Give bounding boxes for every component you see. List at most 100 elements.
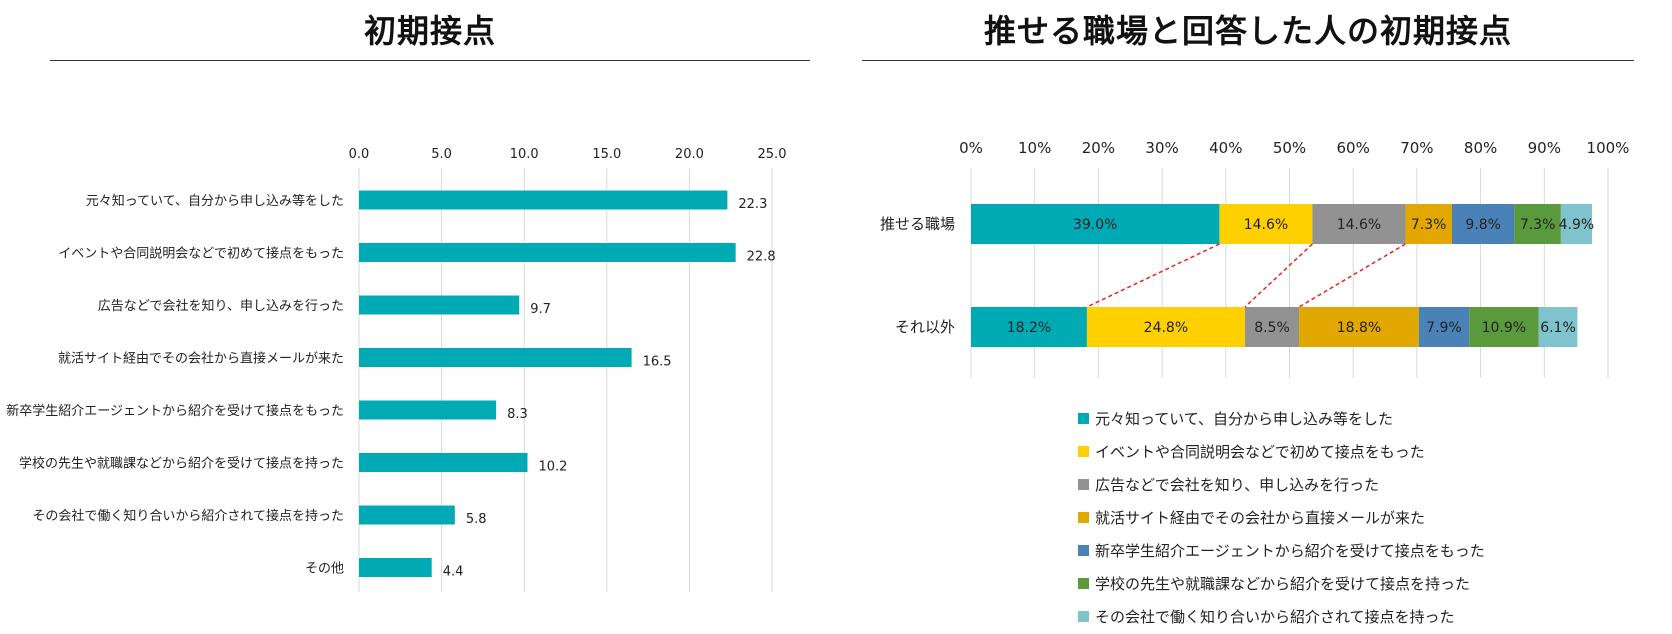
right-segment-label: 18.2%	[1007, 320, 1051, 336]
right-segment-label: 7.3%	[1520, 217, 1556, 233]
left-title-rule	[50, 60, 810, 61]
right-x-tick-label: 90%	[1528, 139, 1561, 157]
right-bar-segment	[1312, 204, 1406, 244]
legend-swatch	[1078, 545, 1089, 556]
right-category-label: それ以外	[895, 318, 955, 336]
legend-label: 元々知っていて、自分から申し込み等をした	[1095, 410, 1394, 428]
series-connector-line	[1298, 243, 1406, 308]
right-x-tick-label: 70%	[1400, 139, 1433, 157]
left-data-label: 8.3	[507, 407, 528, 422]
left-bar	[359, 243, 736, 262]
left-data-label: 9.7	[530, 302, 551, 317]
right-bar-segment	[1244, 307, 1300, 347]
left-category-label: 新卒学生紹介エージェントから紹介を受けて接点をもった	[6, 403, 344, 419]
legend-label: その会社で働く知り合いから紹介されて接点を持った	[1095, 608, 1455, 626]
left-category-label: その会社で働く知り合いから紹介されて接点を持った	[32, 508, 344, 524]
right-bar-segment	[1469, 307, 1539, 347]
right-x-tick-label: 0%	[959, 139, 983, 157]
legend-label: イベントや合同説明会などで初めて接点をもった	[1095, 443, 1425, 461]
right-bar-segment	[1405, 204, 1452, 244]
right-segment-label: 39.0%	[1073, 217, 1117, 233]
left-chart-title: 初期接点	[363, 12, 496, 50]
legend-item: 就活サイト経由でその会社から直接メールが来た	[1078, 501, 1485, 534]
right-segment-label: 14.6%	[1337, 217, 1381, 233]
left-data-label: 5.8	[466, 512, 487, 527]
legend-item: イベントや合同説明会などで初めて接点をもった	[1078, 435, 1485, 468]
left-category-label: その他	[305, 562, 344, 577]
right-x-tick-label: 30%	[1145, 139, 1178, 157]
legend-swatch	[1078, 446, 1089, 457]
right-bar-segment	[1514, 204, 1561, 244]
left-bar	[359, 505, 455, 525]
right-x-tick-label: 40%	[1209, 139, 1242, 157]
right-bar-segment	[1086, 307, 1245, 347]
left-bar	[359, 453, 528, 472]
legend-label: 広告などで会社を知り、申し込みを行った	[1095, 476, 1380, 494]
left-bar	[359, 558, 432, 577]
legend-item: 学校の先生や就職課などから紹介を受けて接点を持った	[1078, 567, 1485, 600]
series-connector-line	[1244, 243, 1313, 308]
stacked-chart-legend: 元々知っていて、自分から申し込み等をしたイベントや合同説明会などで初めて接点をも…	[1078, 402, 1485, 633]
left-category-label: 就活サイト経由でその会社から直接メールが来た	[58, 351, 344, 367]
right-segment-label: 18.8%	[1337, 320, 1381, 336]
legend-swatch	[1078, 413, 1089, 424]
right-x-tick-label: 60%	[1337, 139, 1370, 157]
legend-swatch	[1078, 611, 1089, 622]
left-bar	[359, 295, 520, 315]
right-segment-label: 4.9%	[1559, 217, 1595, 233]
right-category-label: 推せる職場	[880, 215, 955, 233]
right-x-tick-label: 100%	[1587, 139, 1630, 157]
right-segment-label: 7.9%	[1426, 320, 1462, 336]
left-bar	[359, 400, 497, 420]
right-segment-label: 14.6%	[1244, 217, 1288, 233]
right-bar-segment	[1560, 204, 1593, 244]
right-bar-segment	[1451, 204, 1515, 244]
left-data-label: 22.3	[738, 197, 767, 212]
series-connector-line	[1086, 243, 1220, 308]
left-category-label: 元々知っていて、自分から申し込み等をした	[86, 193, 344, 209]
right-segment-label: 9.8%	[1465, 217, 1501, 233]
right-title-rule	[862, 60, 1634, 61]
left-bar	[359, 348, 632, 367]
left-x-tick-label: 5.0	[431, 147, 452, 162]
left-data-label: 4.4	[443, 565, 464, 580]
legend-item: 広告などで会社を知り、申し込みを行った	[1078, 468, 1485, 501]
left-x-tick-label: 15.0	[592, 147, 621, 162]
right-x-tick-label: 10%	[1018, 139, 1051, 157]
right-x-tick-label: 20%	[1082, 139, 1115, 157]
right-bar-segment	[971, 204, 1220, 244]
right-x-tick-label: 80%	[1464, 139, 1497, 157]
legend-label: 就活サイト経由でその会社から直接メールが来た	[1095, 509, 1426, 527]
left-x-tick-label: 10.0	[510, 147, 539, 162]
right-segment-label: 24.8%	[1144, 320, 1188, 336]
right-segment-label: 8.5%	[1254, 320, 1290, 336]
legend-item: 新卒学生紹介エージェントから紹介を受けて接点をもった	[1078, 534, 1485, 567]
legend-swatch	[1078, 479, 1089, 490]
left-category-label: 学校の先生や就職課などから紹介を受けて接点を持った	[19, 456, 344, 472]
legend-label: 学校の先生や就職課などから紹介を受けて接点を持った	[1095, 575, 1471, 593]
left-category-label: 広告などで会社を知り、申し込みを行った	[98, 298, 344, 314]
right-bar-segment	[1219, 204, 1313, 244]
legend-swatch	[1078, 512, 1089, 523]
right-bar-segment	[971, 307, 1087, 347]
right-segment-label: 10.9%	[1482, 320, 1526, 336]
right-segment-label: 7.3%	[1411, 217, 1447, 233]
left-x-tick-label: 25.0	[758, 147, 787, 162]
right-bar-segment	[1418, 307, 1470, 347]
left-x-tick-label: 20.0	[675, 147, 704, 162]
left-x-tick-label: 0.0	[349, 147, 370, 162]
right-bar-segment	[1299, 307, 1419, 347]
left-data-label: 16.5	[643, 355, 672, 370]
legend-label: 新卒学生紹介エージェントから紹介を受けて接点をもった	[1095, 542, 1485, 560]
legend-item: その会社で働く知り合いから紹介されて接点を持った	[1078, 600, 1485, 633]
legend-item: 元々知っていて、自分から申し込み等をした	[1078, 402, 1485, 435]
right-segment-label: 6.1%	[1540, 320, 1576, 336]
left-data-label: 10.2	[539, 460, 568, 475]
legend-swatch	[1078, 578, 1089, 589]
left-category-label: イベントや合同説明会などで初めて接点をもった	[58, 246, 344, 262]
right-chart-title: 推せる職場と回答した人の初期接点	[983, 12, 1512, 50]
left-data-label: 22.8	[747, 250, 776, 265]
left-bar	[359, 190, 728, 210]
right-bar-segment	[1538, 307, 1578, 347]
